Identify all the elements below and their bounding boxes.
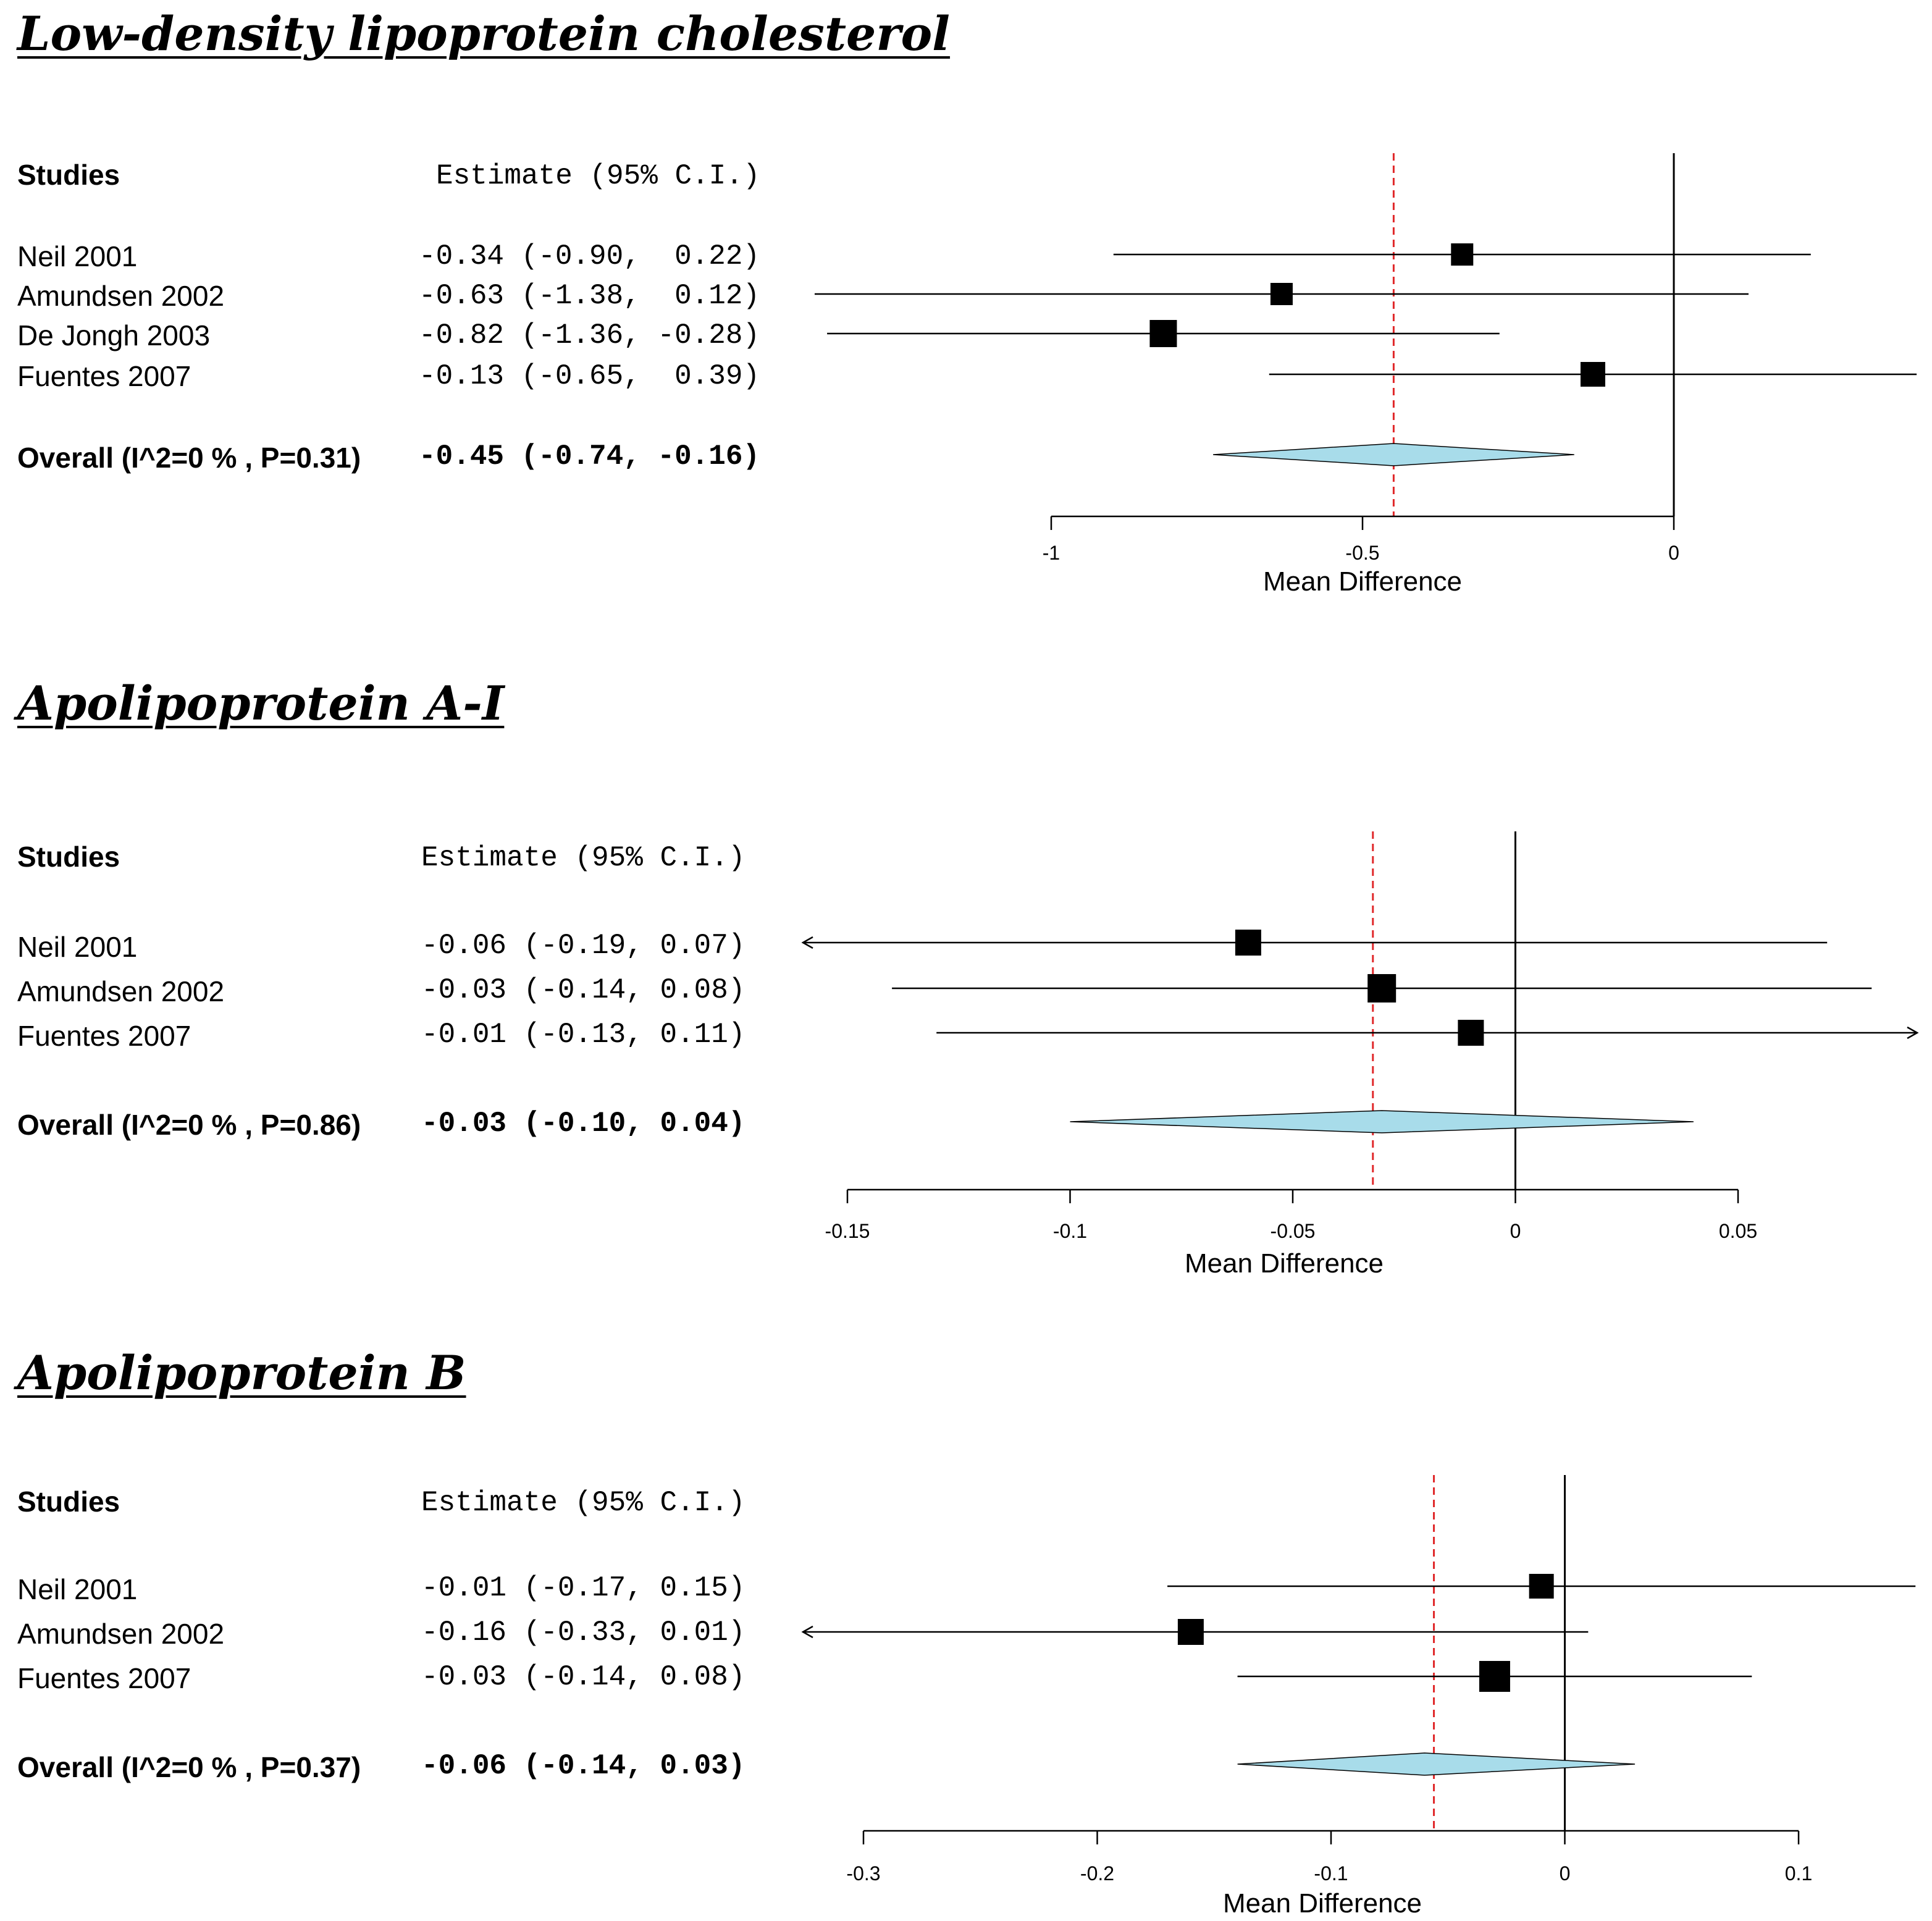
panel-title: Apolipoprotein A-I [17, 676, 505, 731]
study-estimate-marker [1149, 320, 1177, 347]
ci-truncation-arrow [1907, 1026, 1919, 1040]
study-label: Neil 2001 [17, 931, 138, 963]
overall-estimate-text: -0.06 (-0.14, 0.03) [421, 1750, 746, 1782]
x-tick-label: -0.1 [1053, 1220, 1087, 1242]
study-estimate-marker [1235, 930, 1261, 956]
study-estimate-text: -0.01 (-0.17, 0.15) [421, 1572, 746, 1604]
overall-effect-diamond [1213, 443, 1574, 466]
study-estimate-marker [1529, 1574, 1554, 1599]
overall-estimate-text: -0.45 (-0.74, -0.16) [419, 440, 760, 473]
x-axis-title: Mean Difference [1263, 566, 1462, 597]
study-label: Amundsen 2002 [17, 1618, 225, 1650]
study-label: Fuentes 2007 [17, 1662, 191, 1694]
study-label: Amundsen 2002 [17, 975, 225, 1007]
ci-truncation-arrow [801, 936, 813, 949]
x-tick-label: 0 [1560, 1862, 1571, 1885]
x-tick-label: 0 [1510, 1220, 1521, 1242]
x-axis-title: Mean Difference [1185, 1248, 1384, 1279]
study-estimate-text: -0.13 (-0.65, 0.39) [419, 360, 760, 392]
study-estimate-marker [1367, 974, 1396, 1003]
x-tick-label: -0.1 [1314, 1862, 1348, 1885]
estimate-header: Estimate (95% C.I.) [421, 842, 746, 874]
study-label: Amundsen 2002 [17, 280, 225, 312]
study-label: De Jongh 2003 [17, 319, 211, 351]
study-estimate-marker [1580, 362, 1605, 387]
x-tick-label: 0.1 [1785, 1862, 1812, 1885]
panel-title: Low-density lipoprotein cholesterol [17, 6, 951, 61]
panel-title: Apolipoprotein B [17, 1345, 466, 1400]
study-estimate-marker [1270, 283, 1293, 305]
study-estimate-text: -0.16 (-0.33, 0.01) [421, 1616, 746, 1649]
study-estimate-marker [1479, 1661, 1510, 1692]
study-label: Neil 2001 [17, 1573, 138, 1605]
x-tick-label: -0.3 [846, 1862, 880, 1885]
overall-label: Overall (I^2=0 % , P=0.31) [17, 442, 361, 474]
x-tick-label: -1 [1043, 542, 1060, 564]
study-label: Fuentes 2007 [17, 360, 191, 392]
study-estimate-marker [1451, 243, 1474, 266]
studies-header: Studies [17, 1486, 120, 1518]
overall-estimate-text: -0.03 (-0.10, 0.04) [421, 1108, 746, 1140]
study-estimate-marker [1177, 1619, 1204, 1645]
overall-label: Overall (I^2=0 % , P=0.37) [17, 1751, 361, 1783]
study-estimate-text: -0.63 (-1.38, 0.12) [419, 280, 760, 312]
study-estimate-text: -0.34 (-0.90, 0.22) [419, 240, 760, 272]
study-label: Fuentes 2007 [17, 1020, 191, 1052]
study-estimate-text: -0.01 (-0.13, 0.11) [421, 1019, 746, 1051]
x-tick-label: 0 [1668, 542, 1679, 564]
study-estimate-text: -0.03 (-0.14, 0.08) [421, 1661, 746, 1693]
overall-effect-diamond [1070, 1110, 1694, 1133]
x-axis-title: Mean Difference [1223, 1888, 1422, 1919]
study-label: Neil 2001 [17, 240, 138, 272]
overall-effect-diamond [1237, 1752, 1636, 1776]
studies-header: Studies [17, 159, 120, 191]
x-tick-label: -0.5 [1345, 542, 1379, 564]
study-estimate-text: -0.03 (-0.14, 0.08) [421, 974, 746, 1006]
study-estimate-text: -0.82 (-1.36, -0.28) [419, 319, 760, 351]
study-estimate-marker [1458, 1020, 1484, 1046]
x-tick-label: -0.15 [825, 1220, 870, 1242]
studies-header: Studies [17, 841, 120, 873]
x-tick-label: -0.05 [1270, 1220, 1316, 1242]
estimate-header: Estimate (95% C.I.) [436, 160, 760, 192]
x-tick-label: 0.05 [1719, 1220, 1757, 1242]
overall-label: Overall (I^2=0 % , P=0.86) [17, 1109, 361, 1141]
study-estimate-text: -0.06 (-0.19, 0.07) [421, 930, 746, 962]
estimate-header: Estimate (95% C.I.) [421, 1487, 746, 1519]
x-tick-label: -0.2 [1080, 1862, 1114, 1885]
ci-truncation-arrow [801, 1625, 813, 1639]
